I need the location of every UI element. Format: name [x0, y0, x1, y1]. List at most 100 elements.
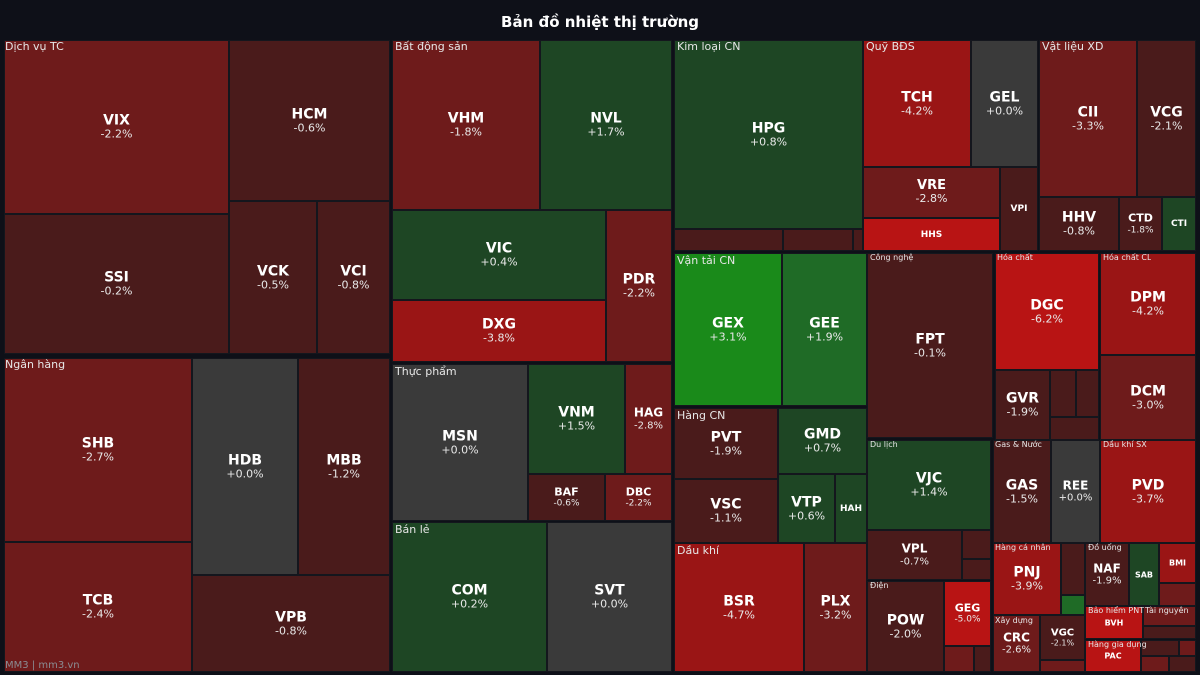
- tile-tcb[interactable]: TCB -2.4%: [4, 542, 192, 672]
- tile-dbc[interactable]: DBC -2.2%: [605, 474, 672, 521]
- tile-content: GAS -1.5%: [994, 477, 1050, 506]
- tile-pac[interactable]: PAC: [1085, 640, 1141, 672]
- tile-content: SAB: [1130, 570, 1158, 579]
- tile-minor[interactable]: [1050, 417, 1099, 440]
- tile-minor[interactable]: [1050, 370, 1076, 417]
- tile-ssi[interactable]: SSI -0.2%: [4, 214, 229, 354]
- tile-vjc[interactable]: VJC +1.4%: [867, 440, 991, 530]
- change-label: -0.6%: [293, 121, 326, 135]
- tile-dxg[interactable]: DXG -3.8%: [392, 300, 606, 362]
- tile-dgc[interactable]: DGC -6.2%: [995, 253, 1099, 370]
- change-label: -0.5%: [257, 278, 289, 292]
- tile-hpg[interactable]: HPG +0.8%: [674, 40, 863, 229]
- tile-vhm[interactable]: VHM -1.8%: [392, 40, 540, 210]
- tile-gmd[interactable]: GMD +0.7%: [778, 408, 867, 474]
- tile-msn[interactable]: MSN +0.0%: [392, 364, 528, 521]
- tile-dcm[interactable]: DCM -3.0%: [1100, 355, 1196, 440]
- tile-ctd[interactable]: CTD -1.8%: [1119, 197, 1162, 251]
- tile-tch[interactable]: TCH -4.2%: [863, 40, 971, 167]
- tile-minor[interactable]: [1141, 656, 1169, 672]
- tile-vpb[interactable]: VPB -0.8%: [192, 575, 390, 672]
- tile-minor[interactable]: [853, 229, 863, 251]
- tile-pvd[interactable]: PVD -3.7%: [1100, 440, 1196, 543]
- tile-hhs[interactable]: HHS: [863, 218, 1000, 251]
- tile-vsc[interactable]: VSC -1.1%: [674, 479, 778, 543]
- tile-minor[interactable]: [783, 229, 853, 251]
- tile-gvr[interactable]: GVR -1.9%: [995, 370, 1050, 440]
- tile-content: BMI: [1160, 558, 1195, 567]
- tile-ree[interactable]: REE +0.0%: [1051, 440, 1100, 543]
- tile-gee[interactable]: GEE +1.9%: [782, 253, 867, 406]
- tile-minor[interactable]: [1169, 656, 1196, 672]
- tile-vic[interactable]: VIC +0.4%: [392, 210, 606, 300]
- tile-minor[interactable]: [962, 559, 991, 580]
- tile-pnj[interactable]: PNJ -3.9%: [993, 543, 1061, 615]
- tile-vpi[interactable]: VPI: [1000, 167, 1038, 251]
- tile-vnm[interactable]: VNM +1.5%: [528, 364, 625, 474]
- tile-vci[interactable]: VCI -0.8%: [317, 201, 390, 354]
- ticker-label: MSN: [442, 428, 478, 445]
- tile-naf[interactable]: NAF -1.9%: [1085, 543, 1129, 606]
- tile-minor[interactable]: [1143, 626, 1196, 639]
- tile-minor[interactable]: [962, 530, 991, 559]
- tile-minor[interactable]: [974, 646, 991, 672]
- tile-pvt[interactable]: PVT -1.9%: [674, 408, 778, 479]
- ticker-label: BVH: [1104, 617, 1124, 627]
- tile-pow[interactable]: POW -2.0%: [867, 581, 944, 672]
- tile-vpl[interactable]: VPL -0.7%: [867, 530, 962, 580]
- tile-sab[interactable]: SAB: [1129, 543, 1159, 606]
- tile-gas[interactable]: GAS -1.5%: [993, 440, 1051, 543]
- tile-com[interactable]: COM +0.2%: [392, 522, 547, 672]
- tile-cti[interactable]: CTI: [1162, 197, 1196, 251]
- tile-shb[interactable]: SHB -2.7%: [4, 358, 192, 542]
- change-label: +0.0%: [1058, 492, 1093, 504]
- tile-minor[interactable]: [1076, 370, 1099, 417]
- tile-minor[interactable]: [1179, 640, 1196, 656]
- tile-hag[interactable]: HAG -2.8%: [625, 364, 672, 474]
- tile-vix[interactable]: VIX -2.2%: [4, 40, 229, 214]
- tile-geg[interactable]: GEG -5.0%: [944, 581, 991, 646]
- tile-hah[interactable]: HAH: [835, 474, 867, 543]
- tile-hdb[interactable]: HDB +0.0%: [192, 358, 298, 575]
- tile-mbb[interactable]: MBB -1.2%: [298, 358, 390, 575]
- tile-content: TCB -2.4%: [5, 593, 191, 622]
- tile-minor[interactable]: [1141, 640, 1179, 656]
- tile-gex[interactable]: GEX +3.1%: [674, 253, 782, 406]
- tile-hcm[interactable]: HCM -0.6%: [229, 40, 390, 201]
- tile-hhv[interactable]: HHV -0.8%: [1039, 197, 1119, 251]
- change-label: -2.7%: [82, 450, 114, 464]
- ticker-label: DPM: [1130, 289, 1166, 306]
- tile-plx[interactable]: PLX -3.2%: [804, 543, 867, 672]
- tile-content: CRC -2.6%: [994, 630, 1039, 656]
- ticker-label: VCI: [340, 263, 367, 280]
- tile-bsr[interactable]: BSR -4.7%: [674, 543, 804, 672]
- change-label: -1.8%: [1127, 225, 1154, 236]
- tile-pdr[interactable]: PDR -2.2%: [606, 210, 672, 362]
- tile-bmi[interactable]: BMI: [1159, 543, 1196, 583]
- tile-minor[interactable]: [1040, 660, 1085, 672]
- tile-minor[interactable]: [674, 229, 783, 251]
- tile-dpm[interactable]: DPM -4.2%: [1100, 253, 1196, 355]
- tile-minor[interactable]: [1159, 583, 1196, 606]
- tile-minor[interactable]: [1143, 606, 1196, 626]
- tile-content: MSN +0.0%: [393, 428, 527, 457]
- tile-bvh[interactable]: BVH: [1085, 606, 1143, 639]
- ticker-label: VHM: [447, 110, 485, 127]
- change-label: -2.6%: [1001, 644, 1031, 656]
- tile-vck[interactable]: VCK -0.5%: [229, 201, 317, 354]
- tile-cii[interactable]: CII -3.3%: [1039, 40, 1137, 197]
- tile-vcg[interactable]: VCG -2.1%: [1137, 40, 1196, 197]
- tile-vtp[interactable]: VTP +0.6%: [778, 474, 835, 543]
- tile-baf[interactable]: BAF -0.6%: [528, 474, 605, 521]
- ticker-label: VNM: [558, 404, 595, 421]
- tile-vgc[interactable]: VGC -2.1%: [1040, 615, 1085, 660]
- tile-vre[interactable]: VRE -2.8%: [863, 167, 1000, 218]
- tile-minor[interactable]: [1061, 595, 1085, 615]
- tile-fpt[interactable]: FPT -0.1%: [867, 253, 993, 438]
- tile-minor[interactable]: [1061, 543, 1085, 595]
- tile-minor[interactable]: [944, 646, 974, 672]
- tile-nvl[interactable]: NVL +1.7%: [540, 40, 672, 210]
- tile-crc[interactable]: CRC -2.6%: [993, 615, 1040, 672]
- tile-gel[interactable]: GEL +0.0%: [971, 40, 1038, 167]
- tile-svt[interactable]: SVT +0.0%: [547, 522, 672, 672]
